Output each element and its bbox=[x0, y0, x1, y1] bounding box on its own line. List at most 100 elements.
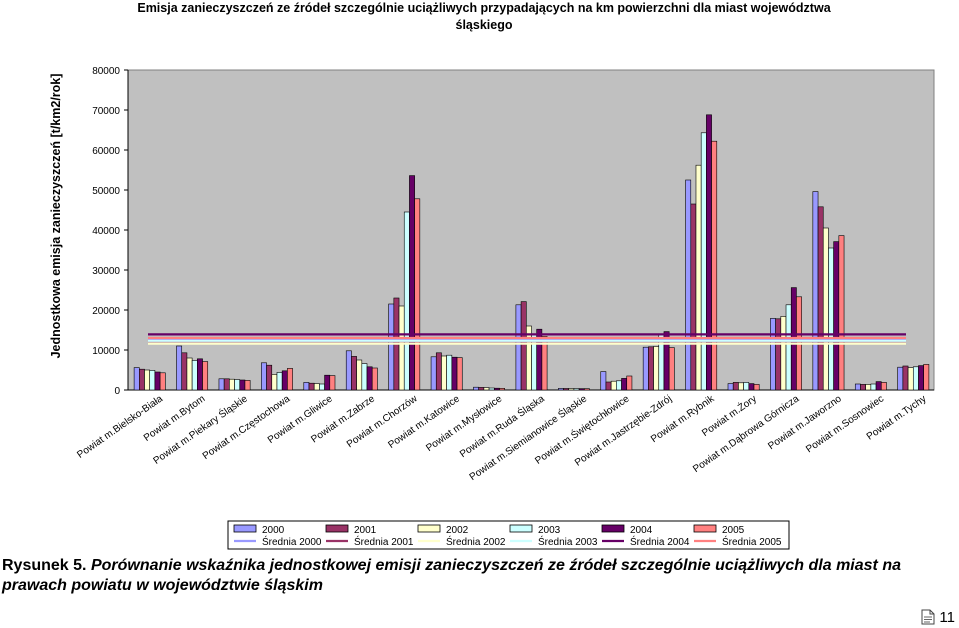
chart-title: Emisja zanieczyszczeń ze źródeł szczegól… bbox=[137, 1, 831, 32]
bar-2002 bbox=[313, 383, 320, 391]
bar-2003 bbox=[743, 382, 750, 391]
bar-2001 bbox=[817, 206, 824, 391]
legend-swatch bbox=[693, 524, 717, 533]
legend-label: Średnia 2005 bbox=[722, 535, 782, 548]
bar-2004 bbox=[621, 378, 628, 391]
bar-2000 bbox=[176, 345, 183, 391]
average-lines bbox=[148, 333, 906, 345]
bar-2003 bbox=[191, 360, 198, 391]
legend-label: 2005 bbox=[722, 525, 745, 536]
bar-2001 bbox=[648, 346, 654, 391]
x-tick-label: Powiat m.Sosnowiec bbox=[804, 393, 886, 455]
bar-2000 bbox=[430, 356, 437, 391]
bar-2001 bbox=[605, 381, 612, 391]
bar-2002 bbox=[356, 359, 363, 391]
bar-2000 bbox=[473, 386, 479, 391]
bar-2003 bbox=[700, 132, 707, 391]
bar-2003 bbox=[403, 211, 410, 391]
bar-2002 bbox=[780, 316, 787, 391]
bar-2003 bbox=[828, 247, 834, 391]
bar-2005 bbox=[668, 347, 675, 391]
bar-2002 bbox=[525, 325, 532, 391]
bar-2000 bbox=[388, 303, 395, 391]
bar-2002 bbox=[822, 227, 829, 391]
bar-2005 bbox=[838, 235, 845, 391]
legend-box bbox=[227, 520, 790, 550]
document-icon bbox=[921, 609, 935, 625]
bar-2001 bbox=[902, 365, 909, 391]
legend-label: 2000 bbox=[262, 525, 285, 536]
bar-2004 bbox=[281, 370, 288, 391]
bar-2001 bbox=[563, 388, 570, 391]
bar-2003 bbox=[785, 304, 792, 391]
bar-2004 bbox=[833, 241, 840, 391]
x-tick-label: Powiat m.Katowice bbox=[386, 393, 462, 451]
bar-2003 bbox=[361, 363, 368, 391]
bar-2004 bbox=[239, 379, 246, 391]
bar-2004 bbox=[197, 358, 203, 391]
bar-2005 bbox=[371, 367, 378, 391]
bar-2003 bbox=[234, 379, 241, 391]
legend-label: Średnia 2000 bbox=[262, 535, 322, 548]
bar-2001 bbox=[181, 352, 188, 391]
chart-title-line: śląskiego bbox=[456, 18, 513, 32]
y-tick-label: 30000 bbox=[92, 266, 120, 277]
bar-2002 bbox=[907, 367, 914, 391]
caption-text: Porównanie wskaźnika jednostkowej emisji… bbox=[2, 557, 901, 594]
chart-title-line: Emisja zanieczyszczeń ze źródeł szczegól… bbox=[137, 1, 831, 15]
y-axis-label-text: Jednostkowa emisja zanieczyszczeń [t/km2… bbox=[49, 74, 63, 359]
bar-2004 bbox=[451, 356, 458, 391]
chart: Emisja zanieczyszczeń ze źródeł szczegól… bbox=[49, 1, 935, 550]
y-tick-label: 20000 bbox=[92, 306, 120, 317]
bar-2000 bbox=[812, 191, 819, 391]
bar-2000 bbox=[600, 371, 607, 391]
bar-2004 bbox=[578, 388, 585, 391]
legend-label: Średnia 2003 bbox=[538, 535, 598, 548]
bar-2005 bbox=[711, 140, 718, 391]
y-tick-label: 40000 bbox=[92, 226, 120, 237]
bar-2005 bbox=[880, 382, 887, 391]
legend-label: 2002 bbox=[446, 525, 469, 536]
y-tick-label: 0 bbox=[114, 386, 120, 397]
bar-2002 bbox=[186, 357, 193, 391]
x-tick-label: Powiat m.Mysłowice bbox=[424, 393, 504, 454]
page-number: 11 bbox=[939, 608, 955, 626]
bar-2000 bbox=[854, 383, 861, 391]
bar-2005 bbox=[244, 380, 251, 391]
y-tick-label: 10000 bbox=[92, 346, 120, 357]
bar-2005 bbox=[159, 372, 166, 391]
y-tick-label: 80000 bbox=[92, 66, 120, 77]
y-tick-label: 70000 bbox=[92, 106, 120, 117]
bar-2000 bbox=[261, 362, 267, 391]
bar-2005 bbox=[202, 361, 209, 391]
bar-2005 bbox=[287, 368, 293, 391]
y-tick-label: 60000 bbox=[92, 146, 120, 157]
bar-2003 bbox=[616, 380, 622, 391]
bar-2001 bbox=[520, 301, 527, 391]
legend-swatch bbox=[601, 524, 625, 533]
bar-2005 bbox=[499, 388, 505, 391]
bar-2002 bbox=[568, 388, 575, 391]
bar-2003 bbox=[319, 383, 325, 391]
legend-label: Średnia 2004 bbox=[630, 535, 690, 548]
bar-2001 bbox=[732, 382, 739, 391]
bar-2004 bbox=[875, 381, 882, 391]
bar-2002 bbox=[653, 346, 660, 391]
bar-2000 bbox=[642, 346, 649, 391]
bar-2000 bbox=[685, 179, 692, 391]
legend: 2000 2001 2002 2003 2004 2005 Średnia 2000 Śred… bbox=[227, 520, 790, 550]
bar-2001 bbox=[690, 203, 697, 391]
legend-swatch bbox=[417, 524, 441, 533]
bar-2001 bbox=[775, 318, 782, 391]
bar-2000 bbox=[218, 378, 225, 391]
bar-2000 bbox=[133, 367, 140, 391]
bar-2002 bbox=[229, 378, 235, 391]
legend-label: 2004 bbox=[630, 525, 653, 536]
bar-2001 bbox=[308, 382, 315, 391]
bar-2001 bbox=[223, 378, 230, 391]
bar-2000 bbox=[303, 382, 310, 391]
x-tick-label: Powiat m.Chorzów bbox=[345, 393, 420, 450]
bar-2005 bbox=[329, 375, 336, 391]
bar-2005 bbox=[584, 388, 590, 391]
bar-2004 bbox=[366, 366, 373, 391]
